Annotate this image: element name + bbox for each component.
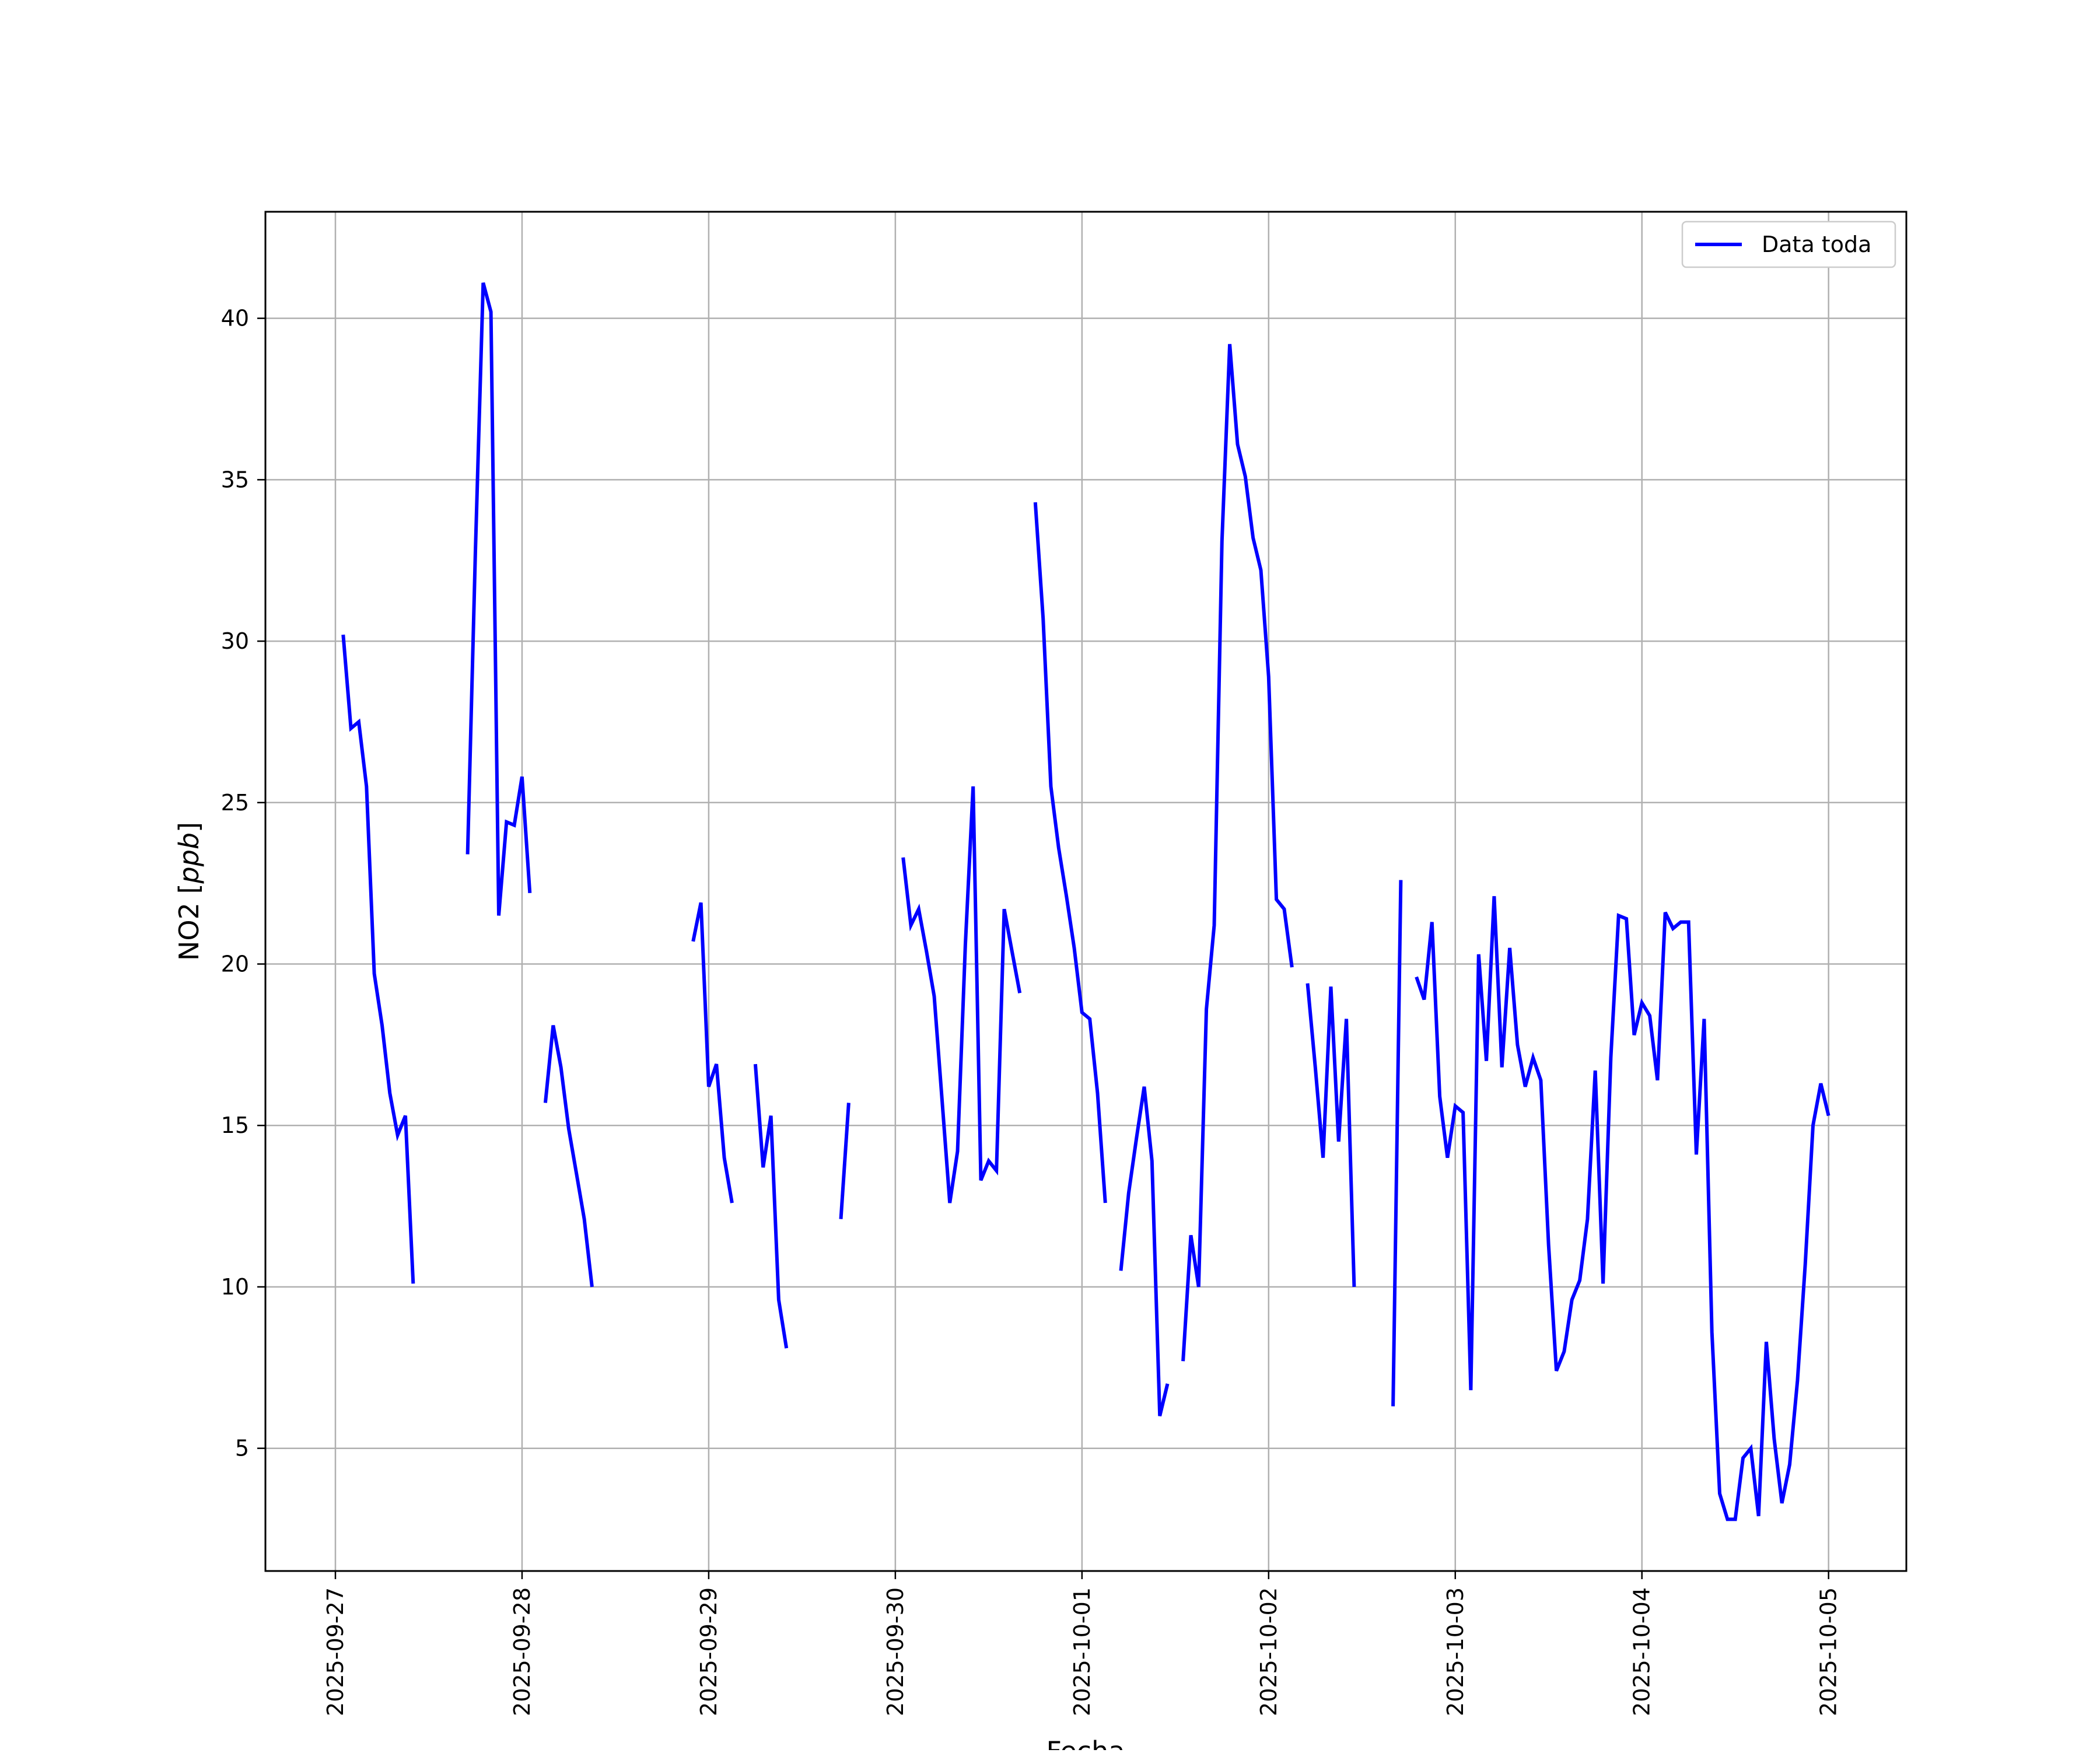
x-tick-label: 2025-10-05 bbox=[1816, 1587, 1842, 1716]
series-0-segment-3 bbox=[691, 902, 734, 1203]
y-tick-label: 40 bbox=[221, 306, 249, 331]
legend-label-data-toda: Data toda bbox=[1762, 232, 1871, 257]
series-0-segment-7 bbox=[1033, 502, 1107, 1203]
y-tick-label: 35 bbox=[221, 467, 249, 492]
plot-frame bbox=[264, 211, 1908, 1572]
y-tick-label: 20 bbox=[221, 951, 249, 977]
x-tick-label: 2025-10-01 bbox=[1069, 1587, 1095, 1716]
plot-background bbox=[265, 212, 1906, 1571]
legend-box bbox=[1681, 221, 1896, 268]
series-layer bbox=[341, 282, 1831, 1521]
series-0-segment-6 bbox=[901, 786, 1022, 1203]
series-0-segment-4 bbox=[753, 1063, 789, 1349]
legend: Data toda bbox=[1681, 221, 1896, 268]
y-axis-label-unit: ppb bbox=[173, 832, 205, 884]
series-0-segment-2 bbox=[543, 1025, 594, 1287]
x-tick-label: 2025-10-04 bbox=[1629, 1587, 1655, 1716]
y-tick-label: 25 bbox=[221, 790, 249, 816]
x-tick-label: 2025-09-29 bbox=[696, 1587, 722, 1716]
series-0-segment-9 bbox=[1181, 344, 1294, 1362]
y-tick-label: 10 bbox=[221, 1274, 249, 1300]
series-0-segment-8 bbox=[1119, 1086, 1170, 1417]
series-0-segment-1 bbox=[466, 282, 532, 916]
x-tick-label: 2025-09-27 bbox=[323, 1587, 348, 1716]
x-tick-label: 2025-10-02 bbox=[1256, 1587, 1282, 1716]
x-tick-label: 2025-10-03 bbox=[1443, 1587, 1468, 1716]
y-axis-label: NO2 [ppb] bbox=[173, 822, 205, 961]
y-axis-label-suffix: ] bbox=[173, 822, 205, 832]
y-tick-label: 30 bbox=[221, 628, 249, 654]
grid bbox=[265, 212, 1906, 1571]
y-tick-label: 15 bbox=[221, 1112, 249, 1138]
series-0-segment-0 bbox=[341, 634, 415, 1284]
x-tick-label: 2025-09-28 bbox=[509, 1587, 535, 1716]
x-axis-label: Fecha bbox=[1046, 1735, 1125, 1750]
y-axis-label-prefix: NO2 [ bbox=[173, 884, 205, 961]
series-0-segment-12 bbox=[1415, 896, 1831, 1521]
x-tick-label: 2025-09-30 bbox=[883, 1587, 908, 1716]
axis-ticks: 2025-09-27 2025-09-28 2025-09-29 2025-09-30… bbox=[221, 306, 1842, 1716]
series-0-segment-5 bbox=[839, 1103, 850, 1219]
series-0-segment-11 bbox=[1391, 880, 1403, 1406]
series-0-segment-10 bbox=[1306, 983, 1356, 1287]
y-tick-label: 5 bbox=[235, 1436, 249, 1461]
